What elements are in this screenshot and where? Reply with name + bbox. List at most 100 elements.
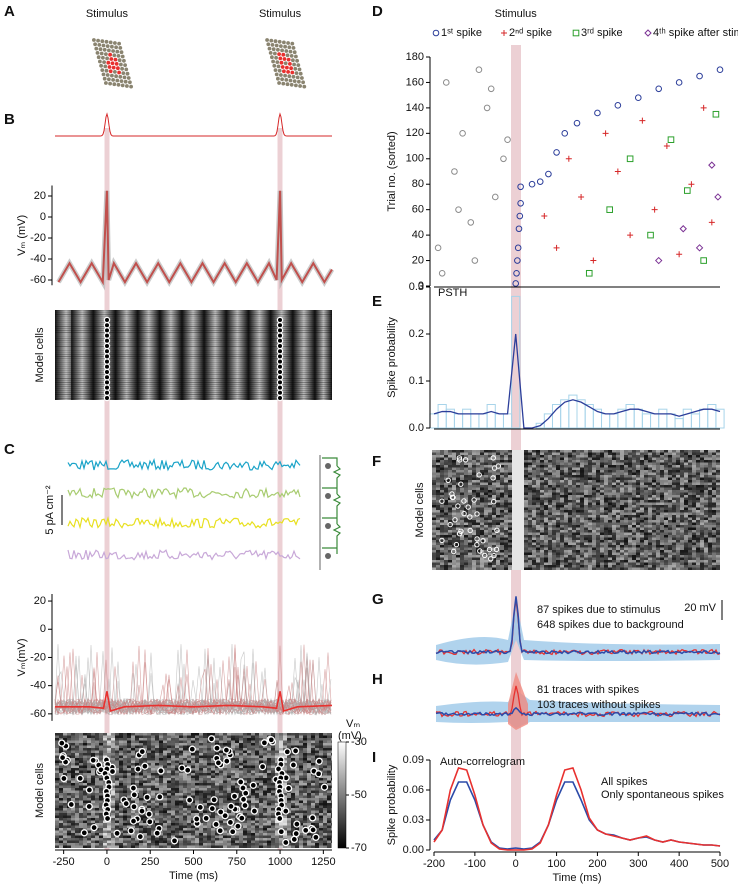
raster-cell	[708, 477, 712, 480]
raster-cell	[215, 743, 219, 746]
raster-cell	[311, 775, 315, 778]
raster-cell	[99, 805, 103, 808]
raster-cell	[211, 830, 215, 833]
raster-cell	[163, 775, 167, 778]
y-tick-label: 180	[406, 51, 424, 63]
raster-cell	[476, 455, 480, 458]
raster-cell	[672, 477, 676, 480]
raster-cell	[191, 768, 195, 771]
raster-cell	[119, 833, 123, 836]
raster-cell	[167, 843, 171, 846]
raster-cell	[183, 750, 187, 753]
raster-cell	[432, 472, 436, 475]
raster-cell	[59, 835, 63, 838]
raster-cell	[303, 813, 307, 816]
raster-cell	[255, 835, 259, 838]
array-dot	[105, 56, 109, 61]
raster-cell	[672, 465, 676, 468]
raster-cell	[259, 795, 263, 798]
spike-marker	[146, 818, 154, 826]
raster-cell	[267, 845, 271, 848]
raster-cell	[327, 783, 331, 786]
raster-cell	[243, 780, 247, 783]
raster-cell	[684, 475, 688, 478]
raster-cell	[327, 780, 331, 783]
raster-cell	[203, 833, 207, 836]
raster-cell	[520, 460, 524, 463]
raster-cell	[267, 765, 271, 768]
raster-cell	[111, 805, 115, 808]
raster-cell	[67, 810, 71, 813]
raster-cell	[632, 460, 636, 463]
raster-cell	[331, 840, 332, 843]
raster-cell	[139, 798, 143, 801]
raster-cell	[548, 487, 552, 490]
raster-cell	[327, 735, 331, 738]
raster-cell	[544, 462, 548, 465]
raster-cell	[175, 788, 179, 791]
raster-cell	[79, 795, 83, 798]
raster-cell	[303, 765, 307, 768]
raster-cell	[560, 452, 564, 455]
raster-cell	[263, 773, 267, 776]
raster-cell	[151, 740, 155, 743]
raster-cell	[524, 452, 528, 455]
raster-cell	[548, 457, 552, 460]
raster-cell	[271, 733, 275, 736]
raster-cell	[227, 810, 231, 813]
raster-cell	[211, 840, 215, 843]
raster-cell	[712, 450, 716, 453]
raster-cell	[187, 758, 191, 761]
raster-cell	[87, 770, 91, 773]
raster-cell	[199, 738, 203, 741]
raster-cell	[267, 843, 271, 846]
raster-cell	[75, 758, 79, 761]
raster-cell	[131, 768, 135, 771]
raster-cell	[63, 798, 67, 801]
raster-cell	[195, 750, 199, 753]
raster-cell	[628, 457, 632, 460]
raster-cell	[656, 462, 660, 465]
raster-cell	[127, 733, 131, 736]
raster-cell	[287, 825, 291, 828]
raster-cell	[187, 760, 191, 763]
raster-cell	[223, 755, 227, 758]
raster-cell	[227, 793, 231, 796]
point	[708, 219, 715, 226]
raster-cell	[271, 833, 275, 836]
raster-cell	[235, 733, 239, 736]
raster-cell	[179, 783, 183, 786]
raster-row	[55, 376, 332, 377]
raster-cell	[436, 457, 440, 460]
raster-cell	[227, 783, 231, 786]
raster-cell	[151, 833, 155, 836]
raster-cell	[87, 798, 91, 801]
raster-cell	[163, 835, 167, 838]
raster-cell	[231, 788, 235, 791]
raster-cell	[203, 810, 207, 813]
raster-cell	[159, 790, 163, 793]
raster-cell	[640, 455, 644, 458]
raster-cell	[279, 733, 283, 736]
raster-cell	[95, 788, 99, 791]
raster-cell	[203, 803, 207, 806]
raster-cell	[187, 840, 191, 843]
raster-cell	[91, 795, 95, 798]
raster-cell	[664, 472, 668, 475]
raster-cell	[167, 820, 171, 823]
raster-cell	[299, 755, 303, 758]
raster-cell	[500, 470, 504, 473]
raster-cell	[187, 825, 191, 828]
raster-cell	[231, 743, 235, 746]
point	[536, 178, 544, 185]
raster-cell	[716, 462, 720, 465]
raster-cell	[175, 823, 179, 826]
raster-cell	[159, 808, 163, 811]
raster-cell	[508, 452, 512, 455]
raster-cell	[55, 818, 59, 821]
raster-cell	[183, 793, 187, 796]
raster-cell	[211, 835, 215, 838]
raster-cell	[564, 450, 568, 453]
raster-cell	[295, 760, 299, 763]
raster-cell	[223, 743, 227, 746]
